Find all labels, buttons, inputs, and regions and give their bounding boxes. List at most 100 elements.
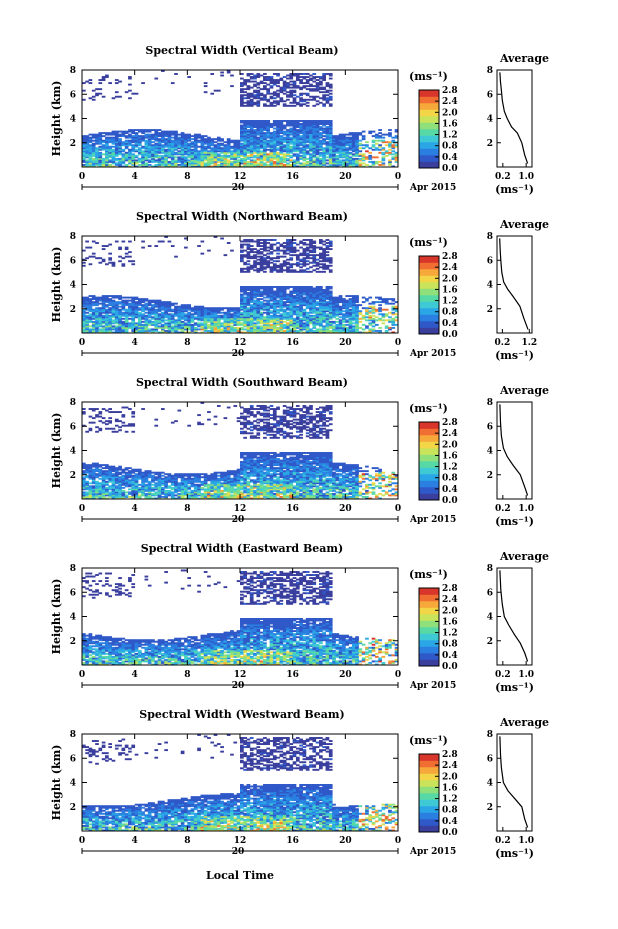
heatmap-cell <box>243 314 247 317</box>
heatmap-cell <box>124 163 129 166</box>
heatmap-cell <box>249 308 254 311</box>
heatmap-cell <box>141 314 145 317</box>
heatmap-cell <box>226 138 231 141</box>
heatmap-cell <box>279 157 284 160</box>
heatmap-cell <box>253 151 257 154</box>
heatmap-cell <box>233 163 238 166</box>
heatmap-cell <box>137 320 142 323</box>
heatmap-cell <box>82 301 86 304</box>
heatmap-cell <box>282 133 287 136</box>
heatmap-cell <box>332 148 336 151</box>
heatmap-cell <box>259 144 264 147</box>
heatmap-cell <box>108 150 113 153</box>
heatmap-cell <box>263 123 267 125</box>
heatmap-cell <box>282 314 287 317</box>
heatmap-cell <box>322 331 326 334</box>
heatmap-cell <box>240 293 244 296</box>
heatmap-cell <box>315 121 320 124</box>
heatmap-cell <box>147 299 152 302</box>
heatmap-cell <box>266 319 271 322</box>
heatmap-cell <box>128 325 132 328</box>
heatmap-cell <box>170 159 175 162</box>
heatmap-cell <box>197 133 201 136</box>
heatmap-cell <box>200 157 205 160</box>
heatmap-cell <box>154 160 159 163</box>
heatmap-cell <box>243 293 247 296</box>
heatmap-cell <box>184 319 188 322</box>
heatmap-cell <box>253 162 257 165</box>
chart-panel: Spectral Width (Northward Beam)0 4 8 12 16 20… <box>50 210 549 362</box>
heatmap-cell <box>263 325 267 328</box>
heatmap-cell <box>243 255 247 258</box>
heatmap-cell <box>256 153 261 156</box>
heatmap-cell <box>233 320 238 323</box>
heatmap-cell <box>256 267 261 270</box>
heatmap-cell <box>154 314 159 317</box>
heatmap-cell <box>335 148 340 151</box>
heatmap-cell <box>91 326 96 329</box>
heatmap-cell <box>299 123 303 125</box>
heatmap-cell <box>236 142 241 145</box>
heatmap-cell <box>253 308 257 311</box>
heatmap-cell <box>292 126 297 128</box>
heatmap-cell <box>365 319 369 322</box>
heatmap-cell <box>351 150 356 153</box>
heatmap-cell <box>85 163 89 166</box>
heatmap-cell <box>328 243 333 246</box>
heatmap-cell <box>299 314 303 317</box>
heatmap-cell <box>256 76 261 78</box>
heatmap-cell <box>269 292 274 294</box>
heatmap-cell <box>200 163 205 166</box>
heatmap-cell <box>82 314 86 317</box>
heatmap-cell <box>371 308 376 311</box>
heatmap-cell <box>263 240 267 243</box>
heatmap-cell <box>249 156 254 159</box>
heatmap-cell <box>256 157 261 160</box>
heatmap-cell <box>295 141 300 144</box>
heatmap-cell <box>335 317 340 320</box>
heatmap-cell <box>210 73 215 75</box>
heatmap-cell <box>167 133 172 136</box>
heatmap-cell <box>282 320 287 323</box>
heatmap-cell <box>121 157 126 160</box>
heatmap-cell <box>325 91 330 94</box>
heatmap-cell <box>269 287 274 290</box>
heatmap-cell <box>286 94 290 97</box>
heatmap-cell <box>213 147 218 150</box>
heatmap-cell <box>197 135 201 138</box>
heatmap-cell <box>282 317 287 320</box>
heatmap-cell <box>253 132 257 135</box>
heatmap-cell <box>157 147 162 150</box>
colorbar-unit-label: (ms⁻¹) <box>409 236 448 249</box>
heatmap-cell <box>305 130 310 133</box>
heatmap-cell <box>272 257 277 260</box>
heatmap-cell <box>210 141 215 144</box>
heatmap-cell <box>108 156 113 159</box>
heatmap-cell <box>256 263 261 266</box>
heatmap-cell <box>91 323 96 326</box>
heatmap-cell <box>85 160 89 163</box>
heatmap-cell <box>332 326 336 329</box>
heatmap-cell <box>286 145 290 148</box>
heatmap-cell <box>177 305 182 308</box>
heatmap-cell <box>223 151 228 154</box>
heatmap-cell <box>91 325 96 328</box>
heatmap-cell <box>292 165 297 168</box>
heatmap-cell <box>207 154 211 157</box>
heatmap-cell <box>279 320 284 323</box>
heatmap-cell <box>289 73 294 75</box>
heatmap-cell <box>269 79 274 82</box>
heatmap-cell <box>253 165 257 168</box>
heatmap-cell <box>134 323 139 326</box>
heatmap-cell <box>305 293 310 296</box>
heatmap-cell <box>315 157 320 160</box>
heatmap-cell <box>167 142 172 145</box>
heatmap-cell <box>197 319 201 322</box>
heatmap-cell <box>282 80 287 83</box>
heatmap-cell <box>342 326 346 329</box>
heatmap-cell <box>82 258 86 261</box>
heatmap-cell <box>263 97 267 100</box>
heatmap-cell <box>319 320 323 323</box>
heatmap-cell <box>161 304 165 307</box>
heatmap-cell <box>233 160 238 163</box>
